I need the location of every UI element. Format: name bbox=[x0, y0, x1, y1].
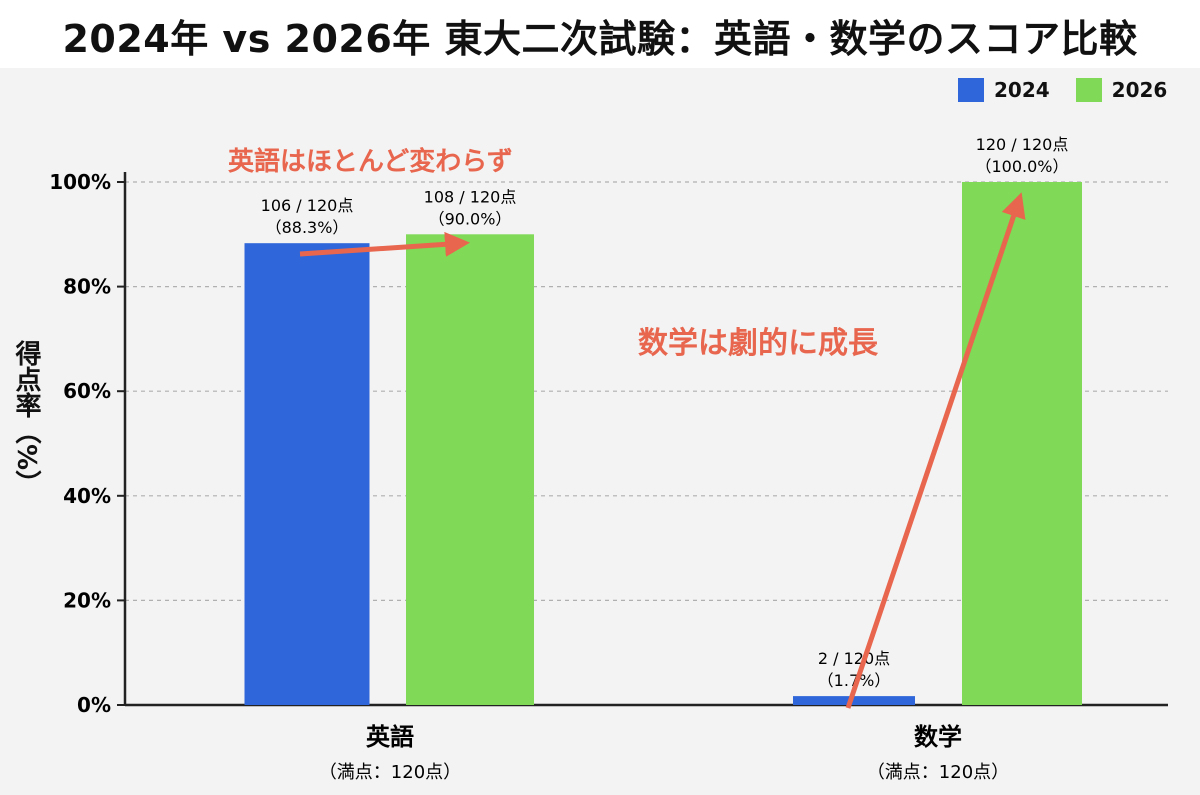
data-label-percent: （90.0%） bbox=[429, 209, 512, 228]
bar-2024-1 bbox=[793, 696, 915, 705]
data-label-percent: （1.7%） bbox=[818, 671, 891, 690]
y-tick-label: 60% bbox=[63, 379, 111, 403]
legend-label-2024: 2024 bbox=[994, 78, 1050, 102]
y-tick-label: 0% bbox=[77, 693, 111, 717]
y-tick-label: 80% bbox=[63, 275, 111, 299]
legend-label-2026: 2026 bbox=[1111, 78, 1168, 102]
data-label-score: 106 / 120点 bbox=[261, 196, 354, 215]
data-label-score: 120 / 120点 bbox=[976, 135, 1069, 154]
y-tick-label: 100% bbox=[49, 170, 111, 194]
legend-swatch-2026 bbox=[1075, 78, 1102, 102]
bar-2026-1 bbox=[962, 182, 1082, 705]
annotation-arrow-math bbox=[845, 192, 1026, 709]
data-label-score: 2 / 120点 bbox=[818, 649, 890, 668]
legend-item-2024: 2024 bbox=[958, 78, 1050, 102]
data-label-percent: （100.0%） bbox=[975, 157, 1068, 176]
annotation-english: 英語はほとんど変わらず bbox=[228, 146, 513, 177]
y-tick-label: 20% bbox=[63, 588, 111, 612]
bar-2024-0 bbox=[244, 243, 370, 706]
data-label-percent: （88.3%） bbox=[266, 218, 349, 237]
chart-title: 2024年 vs 2026年 東大二次試験：英語・数学のスコア比較 bbox=[62, 17, 1138, 61]
x-category-label: 英語 bbox=[366, 723, 414, 751]
x-category-label: 数学 bbox=[914, 723, 962, 751]
x-category-sublabel: （満点：120点） bbox=[867, 762, 1009, 783]
legend-swatch-2024 bbox=[958, 78, 984, 102]
annotation-arrow-english bbox=[299, 231, 470, 257]
annotation-math: 数学は劇的に成長 bbox=[638, 326, 879, 361]
legend: 2024 2026 bbox=[958, 78, 1193, 102]
bar-2026-0 bbox=[406, 234, 534, 706]
y-axis-label: 得点率（%） bbox=[11, 340, 41, 497]
y-tick-label: 40% bbox=[63, 484, 111, 508]
data-label-score: 108 / 120点 bbox=[424, 187, 517, 206]
legend-item-2026: 2026 bbox=[1075, 78, 1168, 102]
x-category-sublabel: （満点：120点） bbox=[319, 762, 461, 783]
